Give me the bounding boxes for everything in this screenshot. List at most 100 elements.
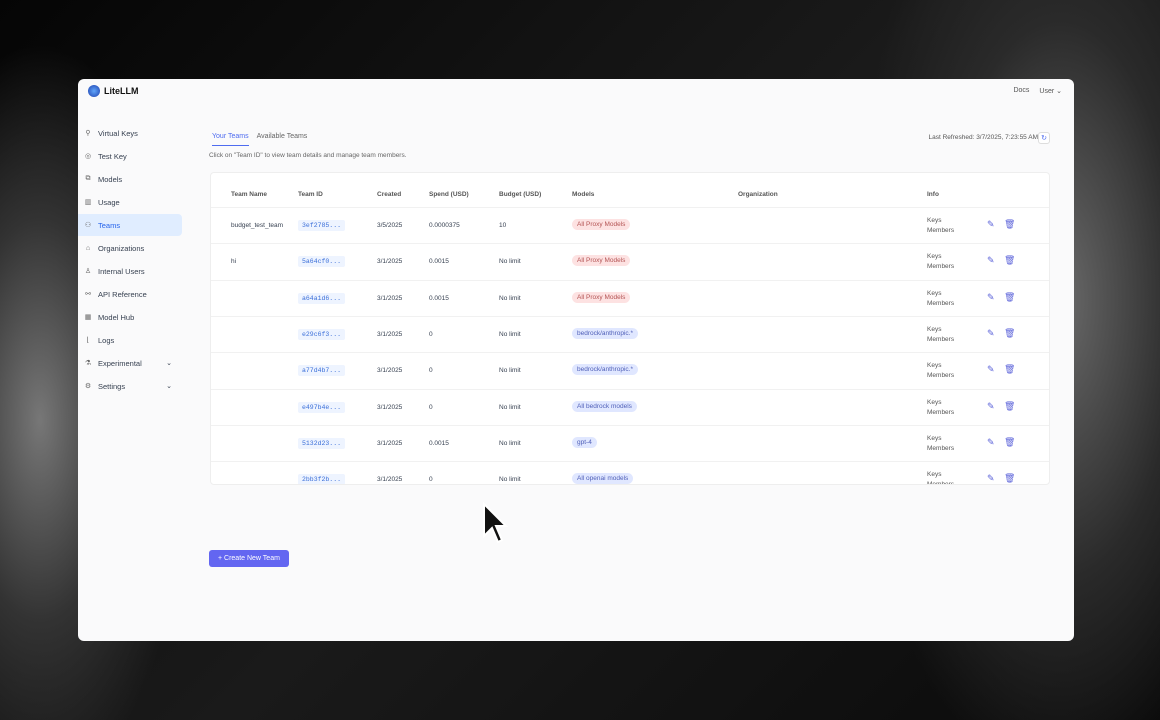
trash-icon[interactable]: 🗑 [1004, 291, 1016, 302]
model-badge: All Proxy Models [572, 291, 631, 303]
trash-icon[interactable]: 🗑 [1004, 327, 1016, 338]
created: 3/1/2025 [377, 367, 403, 375]
sidebar-item-label: Teams [98, 220, 121, 230]
mouse-cursor-icon [483, 502, 508, 544]
keys-label: Keys [927, 434, 942, 442]
team-id-link[interactable]: a77d4b7... [298, 365, 346, 377]
sidebar-item-settings[interactable]: ⚙ Settings ⌄ [78, 375, 182, 397]
trash-icon[interactable]: 🗑 [1004, 436, 1016, 447]
apps-icon: ▦ [84, 314, 92, 321]
created: 3/1/2025 [377, 294, 403, 302]
model-badge: bedrock/anthropic.* [572, 327, 639, 339]
sidebar-item-api-reference[interactable]: ⚯ API Reference [78, 283, 182, 305]
sidebar-item-label: Virtual Keys [98, 128, 138, 138]
edit-icon[interactable]: ✎ [987, 291, 995, 302]
last-refreshed: Last Refreshed: 3/7/2025, 7:23:55 AM [928, 134, 1039, 141]
sidebar-item-label: Test Key [98, 151, 127, 161]
trash-icon[interactable]: 🗑 [1004, 255, 1016, 266]
sidebar-item-virtual-keys[interactable]: ⚲ Virtual Keys [78, 122, 182, 144]
team-id-link[interactable]: 2bb3f2b... [298, 474, 346, 484]
info: Keys Members [927, 216, 954, 236]
user-menu[interactable]: User ⌄ [1039, 87, 1062, 95]
budget: 10 [499, 222, 507, 229]
column-header[interactable]: Created [377, 191, 402, 198]
tab-available-teams[interactable]: Available Teams [256, 133, 308, 140]
create-new-team-button[interactable]: + Create New Team [209, 550, 289, 567]
column-header[interactable]: Info [927, 191, 939, 198]
sidebar-item-teams[interactable]: ⚇ Teams [78, 214, 182, 236]
sidebar-item-label: Models [98, 174, 123, 184]
sidebar-item-label: Model Hub [98, 312, 135, 322]
model-badge: All bedrock models [572, 400, 637, 412]
members-label: Members [927, 372, 955, 380]
spend: 0 [429, 476, 433, 484]
created: 3/1/2025 [377, 330, 403, 338]
sidebar-item-model-hub[interactable]: ▦ Model Hub [78, 306, 182, 328]
edit-icon[interactable]: ✎ [987, 473, 995, 484]
refresh-button[interactable]: ↻ [1038, 132, 1050, 144]
column-header[interactable]: Team Name [231, 191, 268, 198]
budget: No limit [499, 330, 521, 338]
column-header[interactable]: Organization [738, 191, 778, 198]
teams-table: Team Name Team ID Created Spend (USD) Budget… [210, 172, 1050, 485]
model-badge: All Proxy Models [572, 219, 631, 230]
column-header[interactable]: Budget (USD) [499, 191, 542, 198]
keys-label: Keys [927, 253, 942, 261]
trash-icon[interactable]: 🗑 [1004, 400, 1016, 411]
column-header[interactable]: Models [572, 191, 595, 198]
members-label: Members [927, 444, 955, 452]
team-id-link[interactable]: e497b4e... [298, 401, 346, 413]
edit-icon[interactable]: ✎ [987, 255, 995, 266]
team-id-link[interactable]: 3ef2785... [298, 220, 346, 231]
docs-link[interactable]: Docs [1013, 87, 1030, 94]
column-header[interactable]: Team ID [298, 191, 323, 198]
budget: No limit [499, 476, 521, 484]
team-id-link[interactable]: 5132d23... [298, 437, 346, 449]
members-label: Members [927, 227, 955, 234]
trash-icon[interactable]: 🗑 [1004, 364, 1016, 375]
info: Keys Members [927, 470, 954, 484]
edit-icon[interactable]: ✎ [987, 327, 995, 338]
tab-your-teams[interactable]: Your Teams [212, 133, 249, 146]
sidebar-item-models[interactable]: ⧉ Models [78, 168, 182, 190]
key-icon: ⚲ [85, 130, 91, 137]
keys-label: Keys [927, 289, 942, 297]
sidebar-item-usage[interactable]: ▥ Usage [78, 191, 182, 213]
column-header[interactable]: Spend (USD) [429, 191, 469, 198]
chevron-down-icon[interactable]: ⌄ [166, 360, 172, 367]
sidebar-item-experimental[interactable]: ⚗ Experimental ⌄ [78, 352, 182, 374]
hint-text: Click on "Team ID" to view team details … [209, 152, 407, 159]
trash-icon[interactable]: 🗑 [1004, 219, 1016, 229]
info: Keys Members [927, 434, 954, 454]
created: 3/1/2025 [377, 258, 403, 266]
sidebar-item-test-key[interactable]: ◎ Test Key [78, 145, 182, 167]
trash-icon[interactable]: 🗑 [1004, 473, 1016, 484]
team-id-link[interactable]: 5a64cf0... [298, 256, 346, 268]
chevron-down-icon[interactable]: ⌄ [166, 383, 172, 390]
info: Keys Members [927, 289, 954, 309]
bar-chart-icon: ▥ [84, 199, 92, 206]
sidebar-item-label: Organizations [98, 243, 145, 253]
sidebar-item-label: Internal Users [98, 266, 145, 276]
edit-icon[interactable]: ✎ [987, 400, 995, 411]
table-row: a64a1d6... 3/1/2025 0.0015 No limit All … [211, 279, 1049, 316]
sidebar-item-logs[interactable]: ⌊ Logs [78, 329, 182, 351]
edit-icon[interactable]: ✎ [987, 364, 995, 375]
spend: 0 [429, 403, 433, 411]
bank-icon: ⌂ [85, 244, 91, 252]
spend: 0 [429, 330, 433, 338]
info: Keys Members [927, 252, 954, 272]
tabs: Your Teams Available Teams [212, 133, 307, 146]
keys-label: Keys [927, 325, 942, 333]
edit-icon[interactable]: ✎ [987, 436, 995, 447]
sidebar-item-organizations[interactable]: ⌂ Organizations [78, 237, 182, 259]
spend: 0.0000375 [429, 222, 460, 229]
team-id-link[interactable]: a64a1d6... [298, 292, 346, 304]
info: Keys Members [927, 325, 954, 345]
logo[interactable]: LiteLLM [88, 85, 139, 97]
created: 3/1/2025 [377, 439, 403, 447]
team-id-link[interactable]: e29c6f3... [298, 328, 346, 340]
budget: No limit [499, 439, 521, 447]
edit-icon[interactable]: ✎ [987, 219, 995, 229]
sidebar-item-internal-users[interactable]: ♙ Internal Users [78, 260, 182, 282]
